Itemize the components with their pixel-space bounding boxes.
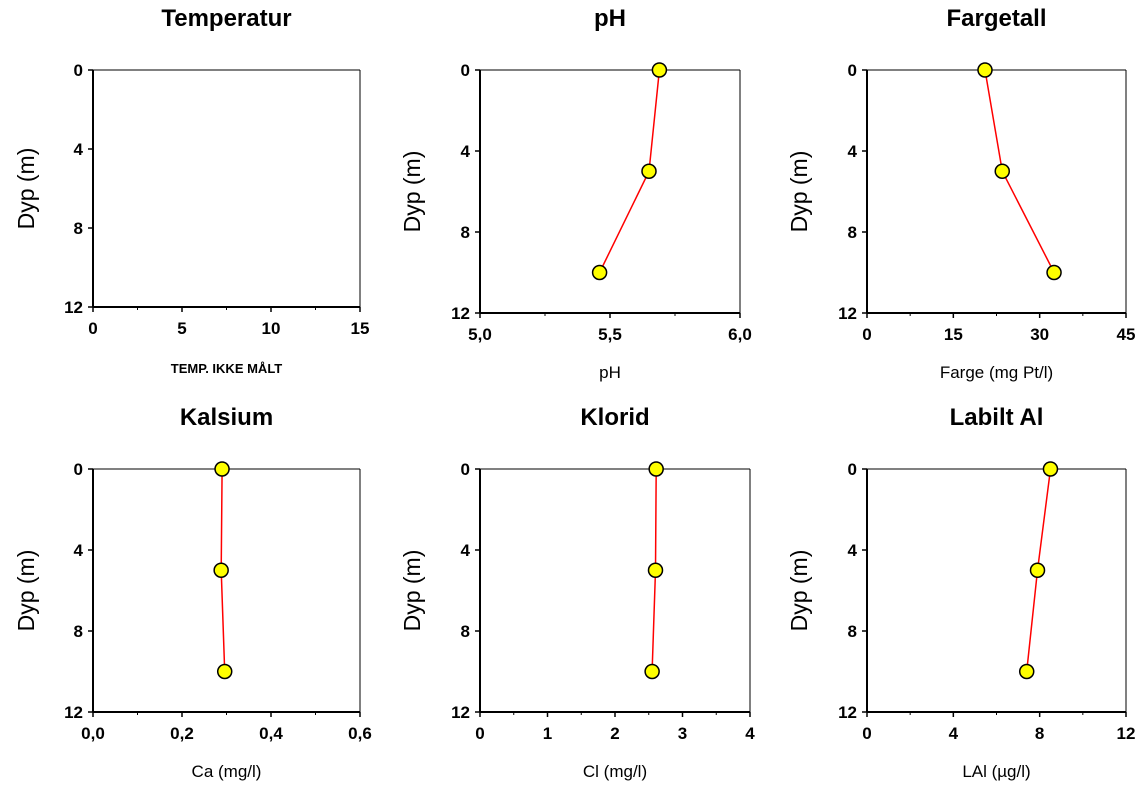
- y-tick-label: 0: [848, 460, 857, 479]
- y-tick-label: 0: [74, 460, 83, 479]
- x-tick-label: 0,2: [170, 724, 194, 743]
- chart-panel: Temperatur 0 4 8 12 0 5 10 15 TEMP. IKKE MÅLT Dyp …: [13, 5, 369, 376]
- x-tick-label: 0: [862, 724, 871, 743]
- x-tick-label: 5,0: [468, 325, 492, 344]
- y-axis-label: Dyp (m): [786, 550, 812, 632]
- data-point: [977, 62, 993, 78]
- y-tick-label: 4: [848, 541, 858, 560]
- y-tick-label: 12: [838, 304, 857, 323]
- x-axis-label: Cl (mg/l): [583, 762, 647, 781]
- data-point: [214, 461, 230, 477]
- x-axis-label: TEMP. IKKE MÅLT: [171, 361, 283, 376]
- y-tick-label: 4: [461, 142, 471, 161]
- y-tick-label: 8: [461, 223, 470, 242]
- x-tick-label: 0,6: [348, 724, 372, 743]
- chart-panel: Fargetall 0 4 8 12 0 15 30 45 Farge (mg Pt/l) Dyp …: [786, 5, 1135, 382]
- data-point: [994, 163, 1011, 179]
- x-tick-label: 4: [745, 724, 755, 743]
- chart-panel: pH 0 4 8 12 5,0 5,5 6,0 pH Dyp (m): [399, 5, 752, 382]
- y-axis-label: Dyp (m): [399, 151, 425, 233]
- x-tick-label: 3: [678, 724, 687, 743]
- y-tick-label: 4: [74, 541, 84, 560]
- data-point: [648, 461, 664, 477]
- x-tick-label: 0,0: [81, 724, 105, 743]
- y-tick-label: 4: [74, 140, 84, 159]
- data-point: [644, 663, 660, 680]
- x-tick-label: 12: [1117, 724, 1136, 743]
- x-tick-label: 0: [88, 319, 97, 338]
- x-tick-label: 8: [1035, 724, 1044, 743]
- y-tick-label: 12: [451, 304, 470, 323]
- x-axis-label: pH: [599, 363, 621, 382]
- chart-panel: Labilt Al 0 4 8 12 0 4 8 12 LAl (µg/l) Dyp (m): [786, 404, 1135, 781]
- x-tick-label: 15: [351, 319, 370, 338]
- y-tick-label: 0: [74, 61, 83, 80]
- y-tick-label: 8: [74, 219, 83, 238]
- data-point: [1046, 264, 1062, 281]
- data-point: [1042, 461, 1059, 477]
- x-tick-label: 5,5: [598, 325, 622, 344]
- y-tick-label: 4: [848, 142, 858, 161]
- chart-title: Temperatur: [161, 5, 291, 32]
- data-point: [641, 163, 657, 179]
- y-tick-label: 4: [461, 541, 471, 560]
- x-axis-label: Ca (mg/l): [192, 762, 262, 781]
- y-tick-label: 12: [838, 703, 857, 722]
- y-axis-label: Dyp (m): [13, 148, 39, 230]
- x-tick-label: 5: [177, 319, 186, 338]
- y-tick-label: 8: [461, 622, 470, 641]
- data-point: [1018, 663, 1035, 680]
- chart-title: pH: [594, 5, 626, 32]
- y-axis-label: Dyp (m): [399, 550, 425, 632]
- x-axis-label: Farge (mg Pt/l): [940, 363, 1053, 382]
- x-tick-label: 0: [475, 724, 484, 743]
- y-tick-label: 12: [64, 703, 83, 722]
- data-point: [651, 62, 668, 78]
- data-point: [591, 264, 608, 281]
- y-tick-label: 8: [848, 622, 857, 641]
- data-point: [647, 562, 664, 578]
- x-tick-label: 15: [944, 325, 963, 344]
- x-tick-label: 1: [543, 724, 552, 743]
- y-axis-label: Dyp (m): [786, 151, 812, 233]
- y-tick-label: 12: [451, 703, 470, 722]
- x-tick-label: 2: [610, 724, 619, 743]
- x-tick-label: 45: [1117, 325, 1136, 344]
- data-point: [213, 562, 229, 578]
- chart-panel: Kalsium 0 4 8 12 0,0 0,2 0,4 0,6 Ca (mg/l) Dyp (m): [13, 404, 372, 781]
- y-tick-label: 0: [848, 61, 857, 80]
- x-tick-label: 6,0: [728, 325, 752, 344]
- y-axis-label: Dyp (m): [13, 550, 39, 632]
- data-point: [1029, 562, 1046, 578]
- y-tick-label: 0: [461, 460, 470, 479]
- y-tick-label: 0: [461, 61, 470, 80]
- chart-title: Fargetall: [946, 5, 1046, 32]
- x-tick-label: 30: [1030, 325, 1049, 344]
- x-tick-label: 4: [949, 724, 959, 743]
- y-tick-label: 12: [64, 298, 83, 317]
- y-tick-label: 8: [74, 622, 83, 641]
- x-tick-label: 0: [862, 325, 871, 344]
- x-axis-label: LAl (µg/l): [962, 762, 1030, 781]
- chart-title: Klorid: [580, 404, 649, 431]
- chart-title: Kalsium: [180, 404, 273, 431]
- chart-title: Labilt Al: [950, 404, 1044, 431]
- x-tick-label: 0,4: [259, 724, 283, 743]
- data-point: [216, 663, 233, 680]
- x-tick-label: 10: [262, 319, 281, 338]
- y-tick-label: 8: [848, 223, 857, 242]
